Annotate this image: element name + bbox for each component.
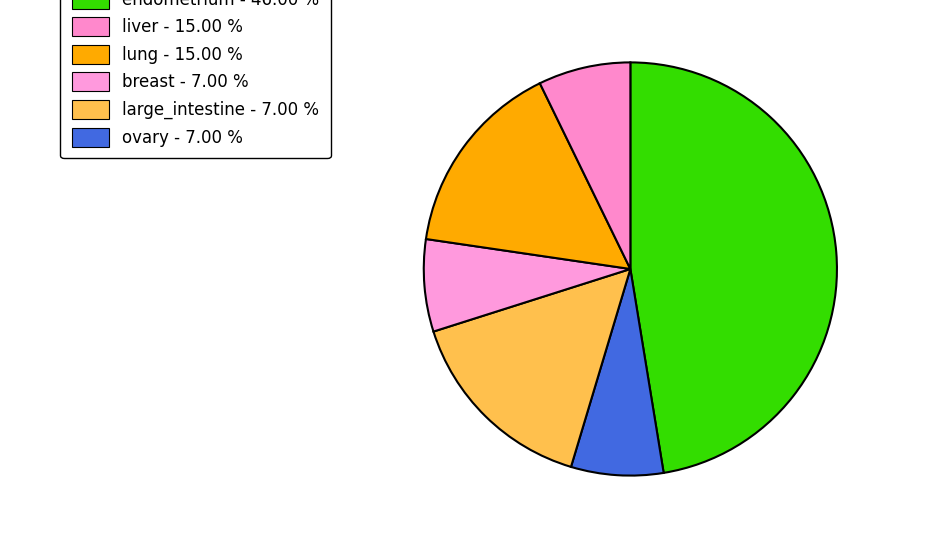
Wedge shape bbox=[571, 269, 664, 476]
Wedge shape bbox=[540, 62, 630, 269]
Wedge shape bbox=[630, 62, 837, 473]
Wedge shape bbox=[424, 239, 630, 331]
Legend: endometrium - 46.00 %, liver - 15.00 %, lung - 15.00 %, breast - 7.00 %, large_i: endometrium - 46.00 %, liver - 15.00 %, … bbox=[60, 0, 331, 159]
Wedge shape bbox=[434, 269, 630, 467]
Wedge shape bbox=[426, 83, 630, 269]
